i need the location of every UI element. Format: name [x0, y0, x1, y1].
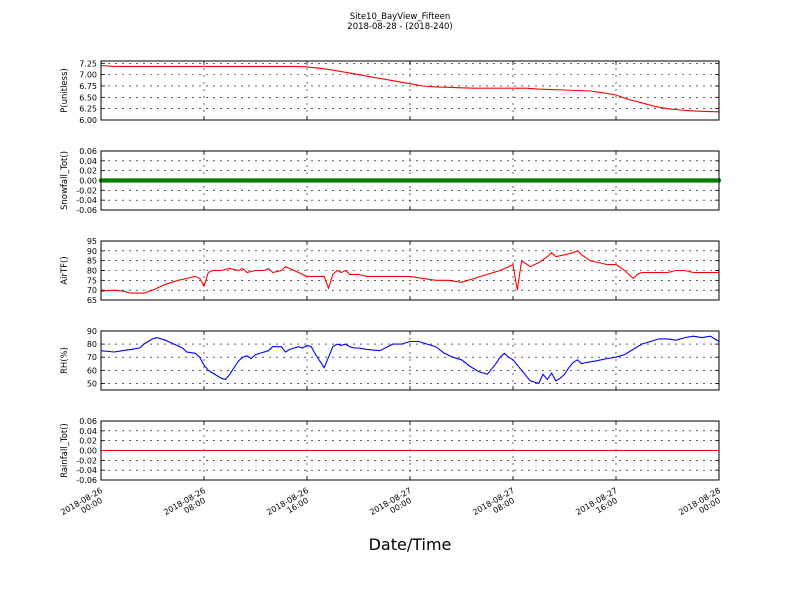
y-tick-label: 0.04	[79, 427, 97, 436]
y-tick-label: -0.06	[76, 476, 97, 485]
y-tick-label: -0.04	[76, 196, 97, 205]
y-tick-label: 80	[87, 267, 97, 276]
plot-frame	[100, 150, 720, 211]
y-tick-label: 90	[87, 327, 97, 336]
series-line	[100, 64, 720, 113]
y-tick-label: 0.04	[79, 157, 97, 166]
series-line	[100, 335, 720, 385]
y-axis-label: P(unitless)	[60, 68, 70, 113]
y-tick-label: 85	[87, 257, 97, 266]
chart-title-line1: Site10_BayView_Fifteen	[350, 12, 451, 22]
y-axis-label: Rainfall_Tot()	[60, 423, 70, 478]
y-tick-label: 0.02	[79, 437, 97, 446]
panel-5: -0.06-0.04-0.020.000.020.040.06 Rainfall_…	[60, 417, 720, 485]
y-tick-label: 6.25	[79, 105, 97, 114]
panel-2: -0.06-0.04-0.020.000.020.040.06 Snowfall_…	[60, 147, 722, 215]
y-tick-label: 70	[87, 286, 97, 295]
plot-frame	[100, 420, 720, 481]
y-tick-label: 75	[87, 276, 97, 285]
y-tick-label: 0.00	[79, 447, 97, 456]
y-axis-label: RH(%)	[60, 347, 70, 374]
series-line	[100, 250, 719, 294]
y-tick-label: 0.06	[79, 147, 97, 156]
plot-frame	[100, 330, 720, 391]
x-axis-label: Date/Time	[369, 535, 452, 554]
panel-4: 50 60 70 80 90 RH(%)	[60, 327, 720, 391]
y-tick-label: 70	[87, 353, 97, 362]
y-tick-label: -0.06	[76, 206, 97, 215]
y-tick-label: 7.25	[79, 59, 97, 68]
panels: 6.00 6.25 6.50 6.75 7.00 7.25 P(unitless) -0.06…	[59, 59, 722, 517]
plot-frame	[100, 60, 720, 121]
plot-frame	[100, 240, 720, 301]
y-tick-label: 60	[87, 366, 97, 375]
y-tick-label: 0.06	[79, 417, 97, 426]
y-tick-label: 65	[87, 296, 97, 305]
y-tick-label: -0.02	[76, 186, 97, 195]
y-tick-label: 50	[87, 379, 97, 388]
y-tick-label: -0.04	[76, 466, 97, 475]
panel-1: 6.00 6.25 6.50 6.75 7.00 7.25 P(unitless)	[60, 59, 720, 125]
y-tick-label: 0.02	[79, 167, 97, 176]
y-tick-label: 6.50	[79, 93, 97, 102]
y-tick-label: -0.02	[76, 456, 97, 465]
y-tick-label: 6.00	[79, 116, 97, 125]
y-tick-label: 95	[87, 237, 97, 246]
y-tick-label: 80	[87, 340, 97, 349]
y-axis-label: Snowfall_Tot()	[60, 151, 70, 210]
y-tick-label: 6.75	[79, 82, 97, 91]
y-tick-label: 0.00	[79, 177, 97, 186]
y-tick-label: 7.00	[79, 71, 97, 80]
chart-title-line2: 2018-08-28 - (2018-240)	[347, 22, 452, 32]
y-axis-label: AirTF()	[60, 256, 70, 284]
y-tick-label: 90	[87, 247, 97, 256]
